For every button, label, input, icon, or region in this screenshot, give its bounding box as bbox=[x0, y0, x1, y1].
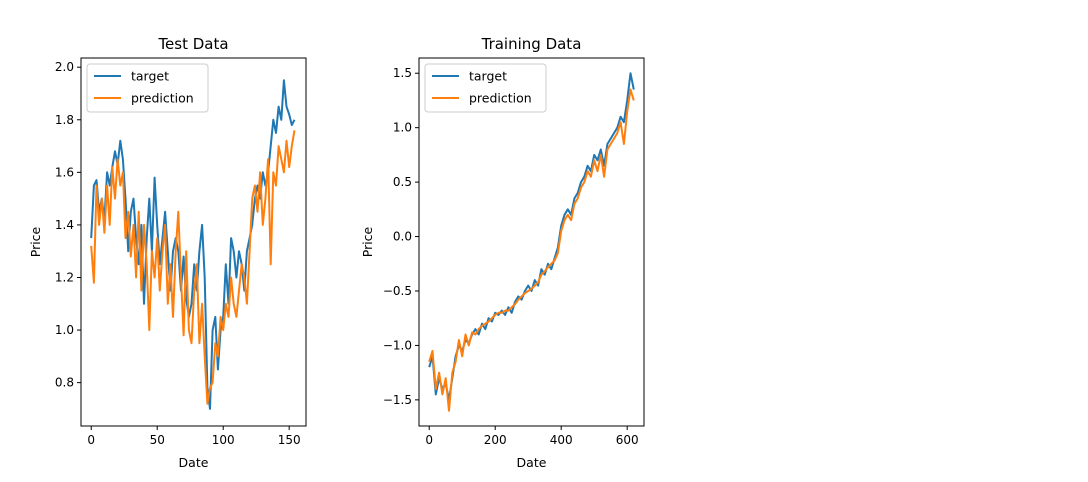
plot-frame bbox=[80, 57, 307, 427]
series-line-target bbox=[428, 72, 635, 401]
y-tick-label: 1.0 bbox=[393, 121, 412, 135]
y-tick-label: 1.4 bbox=[55, 218, 74, 232]
y-tick-label: 1.0 bbox=[55, 323, 74, 337]
legend: target prediction bbox=[424, 63, 547, 113]
chart-title: Training Data bbox=[481, 35, 582, 53]
x-axis-label: Date bbox=[179, 455, 209, 470]
y-tick-label: −1.5 bbox=[383, 393, 412, 407]
legend-label-prediction: prediction bbox=[131, 91, 194, 106]
y-axis-label: Price bbox=[28, 226, 43, 257]
x-tick-label: 150 bbox=[278, 433, 301, 447]
y-tick-label: −1.0 bbox=[383, 338, 412, 352]
y-tick-label: 1.8 bbox=[55, 113, 74, 127]
chart-train: Training Data 0 200 400 600 −1.5 −1.0 −0.5 0.0 0.… bbox=[360, 35, 645, 470]
series-line-prediction bbox=[90, 130, 296, 405]
y-tick-label: 2.0 bbox=[55, 60, 74, 74]
y-tick-label: −0.5 bbox=[383, 284, 412, 298]
chart-test: Test Data 0 50 100 150 0.8 1.0 1.2 1.4 1.6 1.8 2.0 D… bbox=[28, 35, 307, 470]
legend-label-target: target bbox=[131, 69, 169, 84]
chart-title: Test Data bbox=[157, 35, 228, 53]
x-tick-label: 0 bbox=[425, 433, 433, 447]
x-axis-label: Date bbox=[517, 455, 547, 470]
legend-label-prediction: prediction bbox=[469, 91, 532, 106]
plot-frame bbox=[418, 57, 645, 427]
y-tick-label: 0.0 bbox=[393, 230, 412, 244]
y-tick-label: 1.6 bbox=[55, 165, 74, 179]
x-tick-label: 200 bbox=[484, 433, 507, 447]
y-tick-label: 1.2 bbox=[55, 270, 74, 284]
y-tick-label: 0.5 bbox=[393, 175, 412, 189]
x-tick-label: 50 bbox=[150, 433, 165, 447]
x-tick-label: 400 bbox=[550, 433, 573, 447]
x-tick-label: 0 bbox=[87, 433, 95, 447]
legend: target prediction bbox=[86, 63, 209, 113]
y-tick-label: 1.5 bbox=[393, 66, 412, 80]
legend-label-target: target bbox=[469, 69, 507, 84]
y-axis-label: Price bbox=[360, 226, 375, 257]
series-line-target bbox=[90, 79, 296, 410]
x-tick-label: 600 bbox=[616, 433, 639, 447]
series-line-prediction bbox=[428, 88, 635, 412]
x-tick-label: 100 bbox=[212, 433, 235, 447]
y-tick-label: 0.8 bbox=[55, 376, 74, 390]
